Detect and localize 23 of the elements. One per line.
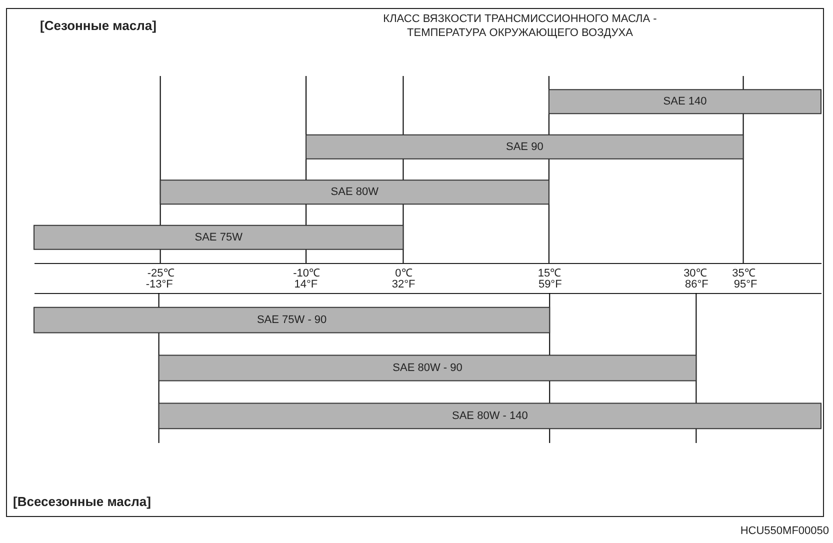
- x-tick-label: 86°F: [684, 278, 709, 290]
- y-tick-label: SAE 90: [506, 140, 544, 153]
- x-tick-label: 59°F: [538, 278, 562, 290]
- x-tick-label: -13°F: [146, 278, 174, 290]
- x-tick-label: 35℃: [732, 268, 756, 280]
- text: [Всесезонные масла]: [13, 494, 151, 509]
- chart-title: [Сезонные масла]: [40, 18, 156, 33]
- y-tick-label: SAE 75W: [194, 231, 244, 244]
- x-tick-label: 32°F: [392, 278, 416, 290]
- x-tick-label: 15℃: [538, 268, 562, 280]
- x-tick-label: 95°F: [734, 278, 758, 290]
- chart-subtitle: КЛАСС ВЯЗКОСТИ ТРАНСМИССИОННОГО МАСЛА - ТЕМПЕРАТУРА ОКРУЖАЮЩЕГО ВОЗДУХА: [382, 12, 658, 40]
- text: HCU550MF00050: [740, 525, 829, 537]
- x-tick-label: 30℃: [684, 268, 707, 280]
- x-tick-label: -10℃: [293, 268, 320, 280]
- y-tick-label: SAE 80W - 140: [452, 410, 528, 422]
- y-tick-label: SAE 80W - 90: [392, 362, 462, 374]
- y-tick-label: SAE 140: [663, 96, 707, 108]
- x-tick-label: -25℃: [147, 268, 174, 280]
- y-tick-label: SAE 75W - 90: [256, 314, 327, 326]
- x-tick-label: 14°F: [294, 278, 318, 290]
- y-tick-label: SAE 80W: [330, 186, 380, 198]
- x-tick-label: 0℃: [395, 268, 412, 280]
